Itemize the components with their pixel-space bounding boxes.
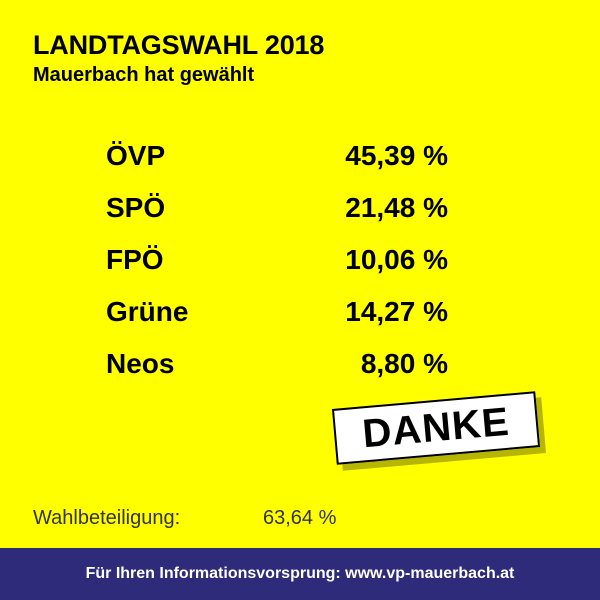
poster-title: LANDTAGSWAHL 2018 (33, 30, 325, 60)
party-percent: 14,27 % (345, 296, 448, 327)
poster-subtitle: Mauerbach hat gewählt (33, 64, 255, 86)
party-percent: 45,39 % (345, 140, 448, 171)
footer-text: Für Ihren Informationsvorsprung: www.vp-… (85, 565, 515, 582)
result-row-neos: Neos 8,80 % (106, 348, 448, 400)
result-row-spoe: SPÖ 21,48 % (106, 192, 448, 244)
result-row-fpoe: FPÖ 10,06 % (106, 244, 448, 296)
result-row-gruene: Grüne 14,27 % (106, 296, 448, 348)
party-name: Grüne (106, 296, 189, 327)
results-list: ÖVP 45,39 % SPÖ 21,48 % FPÖ 10,06 % Grün… (106, 140, 448, 400)
result-row-oevp: ÖVP 45,39 % (106, 140, 448, 192)
party-name: Neos (106, 348, 175, 379)
danke-text: DANKE (360, 399, 512, 456)
party-percent: 10,06 % (345, 244, 448, 275)
turnout-value: 63,64 % (263, 507, 337, 529)
party-name: SPÖ (106, 192, 166, 223)
turnout-label: Wahlbeteiligung: (33, 507, 181, 529)
party-percent: 8,80 % (360, 348, 448, 379)
footer-banner: Für Ihren Informationsvorsprung: www.vp-… (0, 548, 600, 600)
party-name: ÖVP (106, 140, 166, 171)
party-percent: 21,48 % (345, 192, 448, 223)
party-name: FPÖ (106, 244, 164, 275)
